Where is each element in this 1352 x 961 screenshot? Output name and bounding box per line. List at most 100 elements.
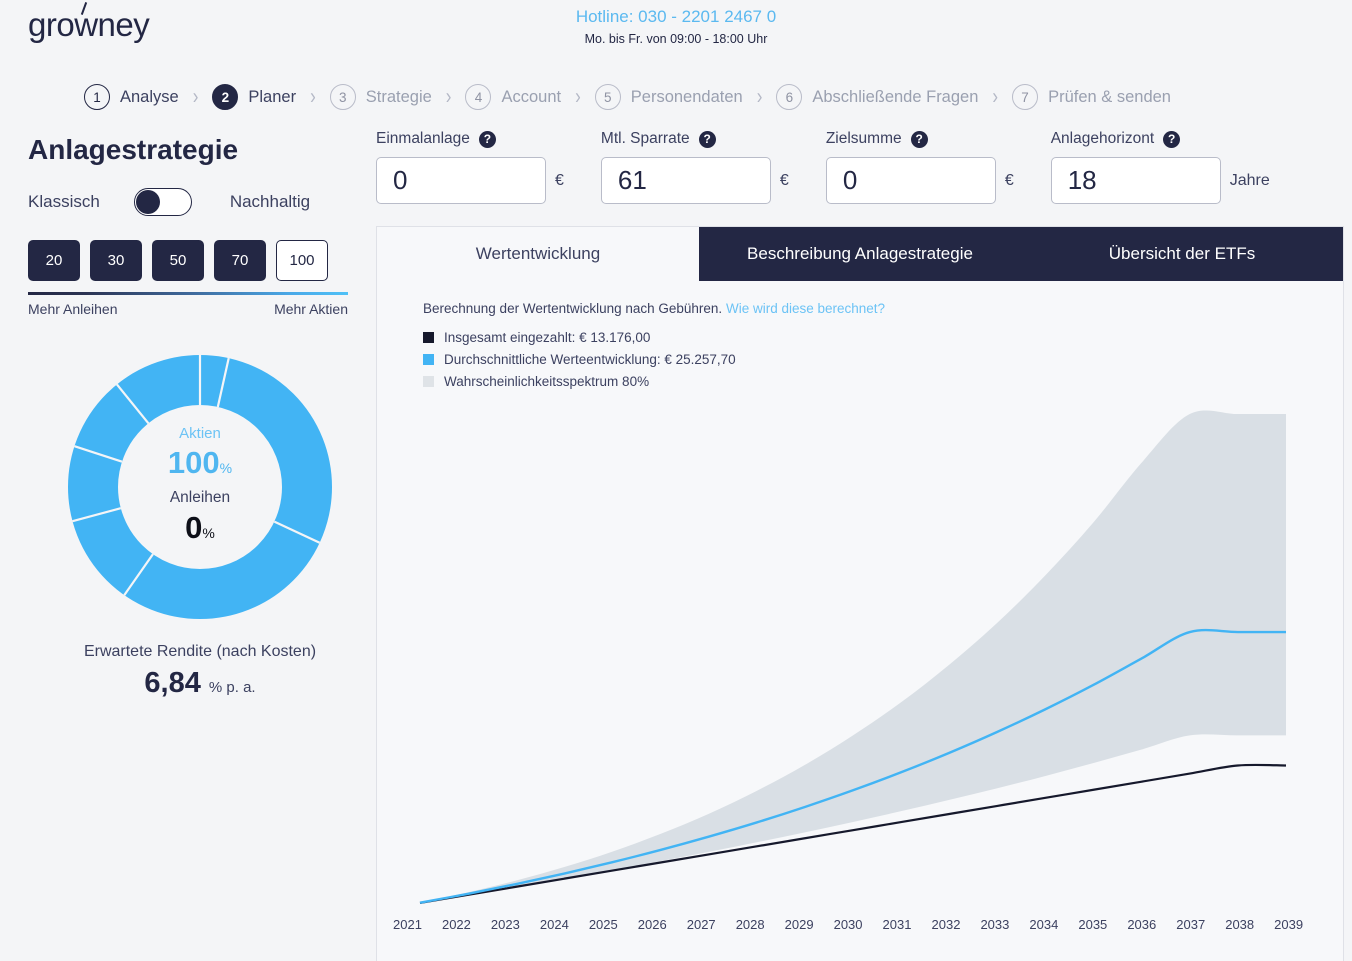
help-icon[interactable]: ? [478,130,496,148]
chart-x-axis: 2021 2022 2023 2024 2025 2026 2027 2028 2029 2030… [383,917,1313,932]
legend-item-spektrum: Wahrscheinlichkeitsspektrum 80% [423,374,1343,389]
donut-aktien-unit: % [219,460,233,476]
input-controls: € [600,157,973,204]
x-tick-label: 2035 [1078,917,1108,932]
input-unit-anlagehorizont: Jahre [1229,171,1270,189]
risk-scale-left-label: Mehr Anleihen [28,301,118,317]
main-content: Anlagestrategie Klassisch Nachhaltig 20 … [0,110,1352,961]
step-separator-icon: › [992,84,999,109]
step-personendaten[interactable]: 5 Personendaten [594,84,743,110]
strategy-type-toggle[interactable] [133,188,192,216]
expected-return-label: Erwartete Rendite (nach Kosten) [83,643,317,660]
sparrate-spinbox[interactable] [600,157,973,204]
risk-button-30[interactable]: 30 [90,240,142,281]
input-label-row: Mtl. Sparrate ? [601,130,789,148]
step-strategie[interactable]: 3 Strategie [329,84,432,110]
x-tick-label: 2024 [539,917,569,932]
donut-aktien-label: Aktien [179,425,221,442]
x-tick-label: 2036 [1127,917,1157,932]
page-title: Anlagestrategie [28,134,239,165]
step-pruefen-senden[interactable]: 7 Prüfen & senden [1012,84,1171,110]
input-label-row: Zielsumme ? [826,130,1014,148]
legend-label-werteentwicklung: Durchschnittliche Werteentwicklung: € 25… [444,352,736,367]
performance-plot [383,397,1313,917]
step-number: 7 [1012,84,1039,110]
tab-beschreibung-anlagestrategie[interactable]: Beschreibung Anlagestrategie [699,227,1021,281]
tab-uebersicht-etfs[interactable]: Übersicht der ETFs [1021,227,1343,281]
input-group-sparrate: Mtl. Sparrate ? € [600,130,973,204]
x-tick-label: 2037 [1176,917,1206,932]
tab-wertentwicklung[interactable]: Wertentwicklung [377,227,699,281]
donut-aktien-value: 100 [167,445,220,480]
step-number: 3 [329,84,356,110]
anlagehorizont-input[interactable] [1067,165,1352,196]
x-tick-label: 2039 [1274,917,1304,932]
chart-panel: Wertentwicklung Beschreibung Anlagestrat… [376,226,1344,961]
input-controls: € [825,157,1198,204]
step-label: Analyse [120,87,179,106]
input-label-einmalanlage: Einmalanlage [376,130,470,147]
expected-return-unit: % p. a. [208,679,256,696]
step-account[interactable]: 4 Account [465,84,561,110]
input-group-zielsumme: Zielsumme ? € [825,130,1198,204]
input-unit-einmalanlage: € [555,171,564,189]
step-label: Strategie [365,87,432,106]
risk-button-50[interactable]: 50 [152,240,204,281]
legend-item-eingezahlt: Insgesamt eingezahlt: € 13.176,00 [423,330,1343,345]
step-number: 4 [465,84,492,110]
step-analyse[interactable]: 1 Analyse [84,84,179,110]
chart-legend: Insgesamt eingezahlt: € 13.176,00 Durchs… [423,330,1343,389]
hotline-link[interactable]: Hotline: 030 - 2201 2467 0 [575,7,777,26]
chart-note-text: Berechnung der Wertentwicklung nach Gebü… [423,301,723,316]
step-planer[interactable]: 2 Planer [212,84,296,110]
step-number: 1 [84,84,110,110]
probability-band [420,410,1286,904]
input-unit-zielsumme: € [1004,171,1014,189]
progress-stepper: 1 Analyse › 2 Planer › 3 Strategie › 4 A… [0,62,1352,110]
input-label-sparrate: Mtl. Sparrate [600,130,690,147]
input-label-row: Einmalanlage ? [376,130,564,148]
step-label: Prüfen & senden [1048,87,1171,106]
step-label: Account [501,87,562,106]
einmalanlage-spinbox[interactable] [376,157,748,204]
planner-inputs-row: Einmalanlage ? € Mtl. Sparra [372,124,1352,204]
risk-level-buttons: 20 30 50 70 100 [28,240,372,281]
step-number: 5 [594,84,621,110]
help-icon[interactable]: ? [910,130,928,148]
expected-return-block: Erwartete Rendite (nach Kosten) 6,84 % p… [28,643,372,700]
expected-return-value-row: 6,84 % p. a. [28,667,372,700]
help-icon[interactable]: ? [698,130,716,148]
chart-footer-space [423,932,1343,961]
toggle-knob [135,190,160,214]
x-tick-label: 2025 [588,917,618,932]
x-tick-label: 2023 [490,917,520,932]
legend-label-eingezahlt: Insgesamt eingezahlt: € 13.176,00 [444,330,651,345]
step-separator-icon: › [445,84,452,109]
line-average-development [419,628,1286,904]
help-icon[interactable]: ? [1163,130,1181,148]
legend-swatch-eingezahlt [423,332,434,343]
risk-button-20[interactable]: 20 [28,240,80,281]
donut-anleihen-value: 0 [185,510,203,545]
step-number: 6 [776,84,803,110]
donut-anleihen-unit: % [202,525,215,541]
allocation-donut-chart: Aktien 100% Anleihen 0% [68,355,332,619]
risk-button-100[interactable]: 100 [276,240,328,281]
x-tick-label: 2021 [393,917,422,932]
donut-svg [68,355,332,619]
page-header: growney Hotline: 030 - 2201 2467 0 Mo. b… [0,0,1352,62]
legend-swatch-werteentwicklung [423,354,434,365]
toggle-label-nachhaltig: Nachhaltig [229,192,311,211]
risk-button-70[interactable]: 70 [214,240,266,281]
hotline-hours: Mo. bis Fr. von 09:00 - 18:00 Uhr [584,32,768,46]
input-group-einmalanlage: Einmalanlage ? € [376,130,748,204]
anlagehorizont-spinbox[interactable] [1050,157,1352,204]
line-total-paid [419,763,1287,905]
legend-item-werteentwicklung: Durchschnittliche Werteentwicklung: € 25… [423,352,1343,367]
chart-note-link[interactable]: Wie wird diese berechnet? [725,301,886,316]
strategy-sidebar: Anlagestrategie Klassisch Nachhaltig 20 … [0,124,372,961]
step-abschliessende-fragen[interactable]: 6 Abschließende Fragen [776,84,978,110]
step-separator-icon: › [575,84,581,109]
donut-center-labels: Aktien 100% Anleihen 0% [68,423,332,551]
zielsumme-spinbox[interactable] [825,157,1198,204]
